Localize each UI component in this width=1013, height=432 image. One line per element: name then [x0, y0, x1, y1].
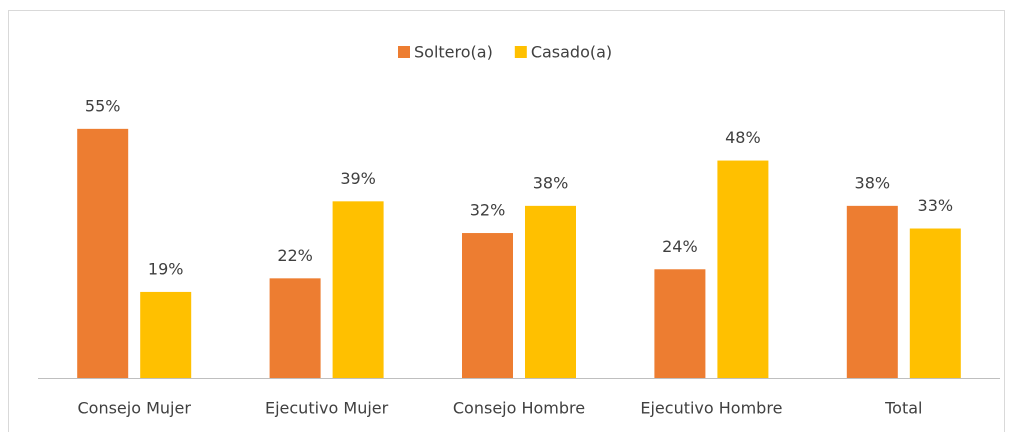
data-label: 19%	[148, 259, 184, 278]
data-label: 55%	[85, 96, 121, 115]
data-label: 33%	[918, 196, 954, 215]
bar	[525, 205, 576, 378]
bar	[269, 278, 321, 378]
legend-label: Casado(a)	[531, 43, 612, 62]
x-tick-label: Ejecutivo Mujer	[265, 399, 389, 418]
x-tick-label: Consejo Mujer	[77, 399, 191, 418]
bar	[462, 233, 513, 378]
x-tick-label: Consejo Hombre	[453, 399, 585, 418]
data-label: 32%	[470, 201, 506, 220]
legend-swatch	[398, 46, 410, 58]
legend-label: Soltero(a)	[414, 43, 493, 62]
data-label: 22%	[277, 246, 313, 265]
x-tick-label: Total	[884, 399, 922, 418]
bar	[77, 128, 129, 378]
data-label: 48%	[725, 128, 761, 147]
legend-swatch	[514, 46, 527, 58]
bar	[140, 291, 192, 378]
data-label: 38%	[533, 173, 569, 192]
bar	[909, 228, 961, 378]
x-tick-label: Ejecutivo Hombre	[640, 399, 782, 418]
bar	[654, 269, 706, 378]
data-label: 38%	[855, 173, 891, 192]
data-label: 39%	[340, 169, 376, 188]
bar	[332, 201, 384, 378]
bar	[846, 205, 898, 378]
bar	[717, 160, 769, 378]
data-label: 24%	[662, 237, 698, 256]
